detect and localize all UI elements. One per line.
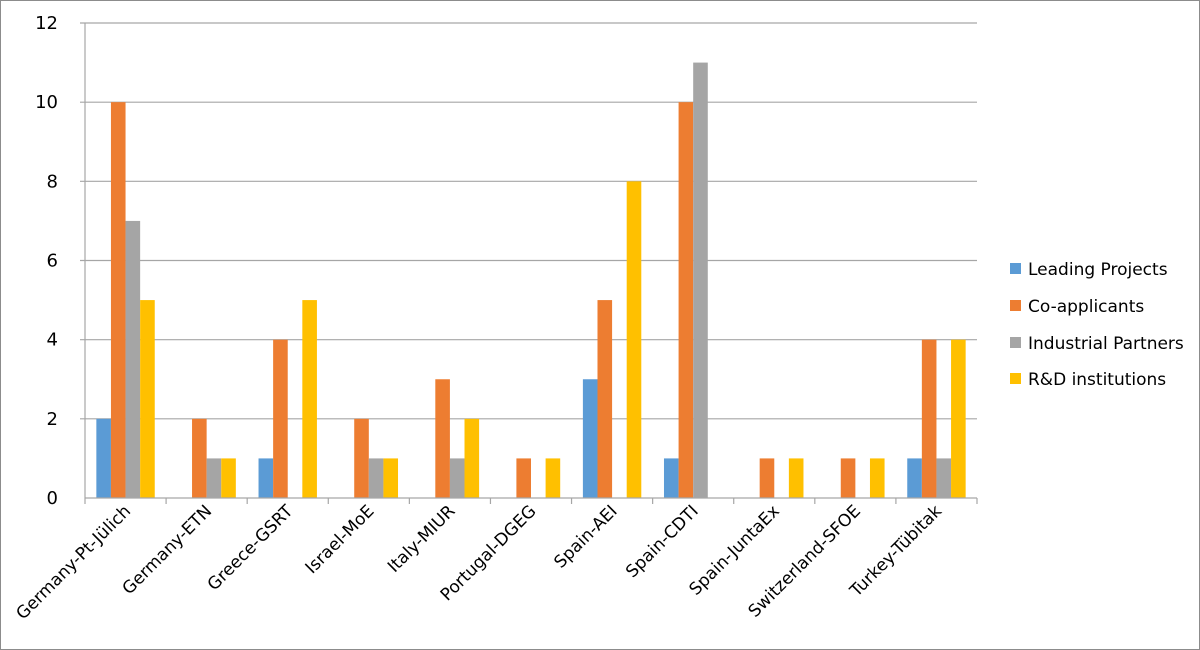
bar-industrial-partners[interactable]: [449, 458, 465, 498]
legend-swatch: [1010, 263, 1021, 274]
y-tick-label: 4: [47, 330, 58, 351]
bar-r-d-institutions[interactable]: [545, 458, 561, 498]
bar-leading-projects[interactable]: [582, 379, 598, 498]
bar-co-applicants[interactable]: [192, 418, 207, 498]
x-tick-label: Greece-GSRT: [204, 501, 298, 595]
bar-leading-projects[interactable]: [258, 458, 274, 498]
y-tick-label: 6: [47, 251, 58, 272]
x-tick-label: Italy-MIUR: [384, 501, 460, 577]
legend-swatch: [1010, 337, 1021, 348]
bar-r-d-institutions[interactable]: [951, 339, 966, 498]
legend-label: Co-applicants: [1028, 297, 1144, 317]
y-tick-label: 12: [35, 13, 58, 34]
legend-item-industrial-partners[interactable]: Industrial Partners: [1010, 334, 1184, 354]
legend-swatch: [1010, 300, 1021, 311]
y-axis: 0 2 4 6 8 10 12: [35, 13, 86, 509]
y-tick-label: 10: [35, 92, 58, 113]
legend-label: Industrial Partners: [1028, 334, 1184, 354]
x-tick-label: Germany-Pt-Jülich: [13, 501, 136, 624]
gridlines: [80, 22, 977, 420]
bar-co-applicants[interactable]: [110, 102, 126, 499]
bar-leading-projects[interactable]: [96, 418, 111, 498]
y-tick-label: 8: [47, 171, 58, 192]
bar-co-applicants[interactable]: [921, 339, 937, 498]
bar-co-applicants[interactable]: [516, 458, 531, 498]
bar-leading-projects[interactable]: [907, 458, 922, 498]
bar-industrial-partners[interactable]: [125, 220, 141, 498]
bar-r-d-institutions[interactable]: [140, 300, 155, 498]
y-tick-label: 0: [47, 488, 58, 509]
bar-co-applicants[interactable]: [435, 379, 450, 498]
bar-co-applicants[interactable]: [678, 102, 694, 499]
bar-co-applicants[interactable]: [840, 458, 856, 498]
legend-label: R&D institutions: [1028, 370, 1166, 390]
legend-label: Leading Projects: [1028, 260, 1168, 280]
bar-co-applicants[interactable]: [759, 458, 775, 498]
bar-r-d-institutions[interactable]: [464, 418, 480, 498]
bar-r-d-institutions[interactable]: [383, 458, 399, 498]
bar-r-d-institutions[interactable]: [302, 300, 317, 498]
bar-r-d-institutions[interactable]: [869, 458, 885, 498]
bar-r-d-institutions[interactable]: [221, 458, 236, 498]
y-tick-label: 2: [47, 409, 58, 430]
legend-item-co-applicants[interactable]: Co-applicants: [1010, 297, 1144, 317]
bar-co-applicants[interactable]: [354, 418, 369, 498]
bar-co-applicants[interactable]: [597, 300, 613, 498]
bars: [96, 62, 966, 499]
bar-co-applicants[interactable]: [273, 339, 288, 498]
x-tick-label: Spain-CDTI: [622, 501, 703, 582]
x-tick-label: Spain-AEI: [550, 501, 621, 572]
bar-r-d-institutions[interactable]: [788, 458, 804, 498]
legend-item-leading-projects[interactable]: Leading Projects: [1010, 260, 1168, 280]
legend-swatch: [1010, 373, 1021, 384]
bar-industrial-partners[interactable]: [368, 458, 384, 498]
bar-r-d-institutions[interactable]: [626, 181, 642, 499]
bar-industrial-partners[interactable]: [693, 62, 708, 498]
bar-leading-projects[interactable]: [663, 458, 679, 498]
bar-industrial-partners[interactable]: [206, 458, 222, 498]
legend: Leading Projects Co-applicants Industria…: [1010, 260, 1184, 390]
bar-industrial-partners[interactable]: [936, 458, 952, 498]
x-tick-label: Israel-MoE: [302, 501, 379, 578]
legend-item-rd-institutions[interactable]: R&D institutions: [1010, 370, 1166, 390]
